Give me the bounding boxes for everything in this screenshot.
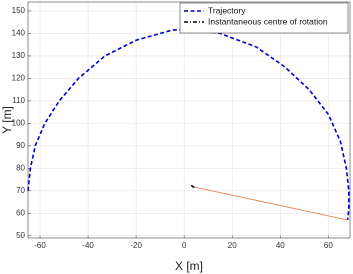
- y-tick-label: 70: [16, 186, 25, 195]
- y-tick-label: 60: [16, 208, 25, 217]
- x-axis-label: X [m]: [175, 259, 203, 273]
- y-tick-label: 120: [12, 74, 26, 83]
- x-tick-label: -60: [34, 241, 46, 250]
- y-axis-label: Y [m]: [0, 106, 14, 134]
- y-tick-label: 50: [16, 231, 25, 240]
- series-line: [27, 28, 350, 221]
- y-tick-label: 110: [12, 96, 25, 105]
- x-tick-label: 20: [228, 241, 237, 250]
- x-tick-label: 0: [182, 241, 187, 250]
- x-tick-label: 40: [276, 241, 285, 250]
- x-tick-label: 60: [324, 241, 333, 250]
- y-tick-label: 90: [16, 141, 25, 150]
- x-tick-label: -20: [130, 241, 142, 250]
- legend-label: Instantaneous centre of rotation: [208, 16, 328, 26]
- y-tick-label: 150: [12, 6, 26, 15]
- plot-frame: [27, 1, 351, 239]
- legend-label: Trajectory: [208, 5, 246, 15]
- legend-box: [179, 2, 349, 34]
- y-tick-label: 130: [12, 51, 26, 60]
- y-tick-label: 100: [12, 118, 26, 127]
- series-line: [194, 186, 348, 221]
- y-tick-label: 80: [16, 163, 25, 172]
- x-tick-label: -40: [82, 241, 94, 250]
- y-tick-label: 140: [12, 29, 26, 38]
- series-line: [190, 184, 196, 188]
